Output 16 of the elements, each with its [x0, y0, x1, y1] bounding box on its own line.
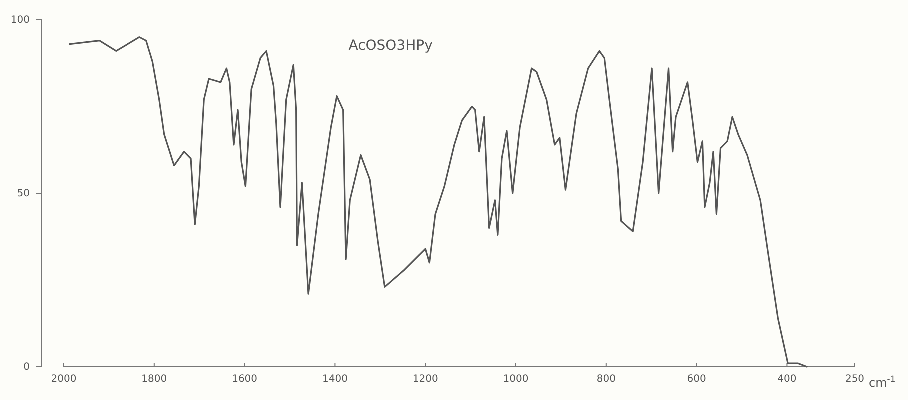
x-tick-label: 1400: [322, 374, 348, 386]
line-series: [69, 36, 808, 368]
x-tick-label: 800: [596, 374, 616, 386]
x-tick-label: 1000: [503, 374, 529, 386]
x-tick-label: 400: [778, 374, 797, 386]
x-tick-label: 1600: [232, 374, 258, 386]
x-axis-title: cm$^{-1}$: [869, 374, 896, 390]
y-tick-label: 50: [17, 188, 30, 200]
y-tick-label: 0: [24, 362, 30, 374]
x-tick-label: 600: [687, 374, 706, 386]
text: AcOSO3HPy: [348, 38, 433, 54]
x-tick-label: 250: [845, 374, 865, 386]
x-tick-label: 2000: [51, 374, 77, 386]
x-tick-label: 1200: [412, 374, 438, 386]
y-tick-label: 100: [10, 15, 30, 26]
x-tick-label: 1800: [142, 374, 168, 386]
